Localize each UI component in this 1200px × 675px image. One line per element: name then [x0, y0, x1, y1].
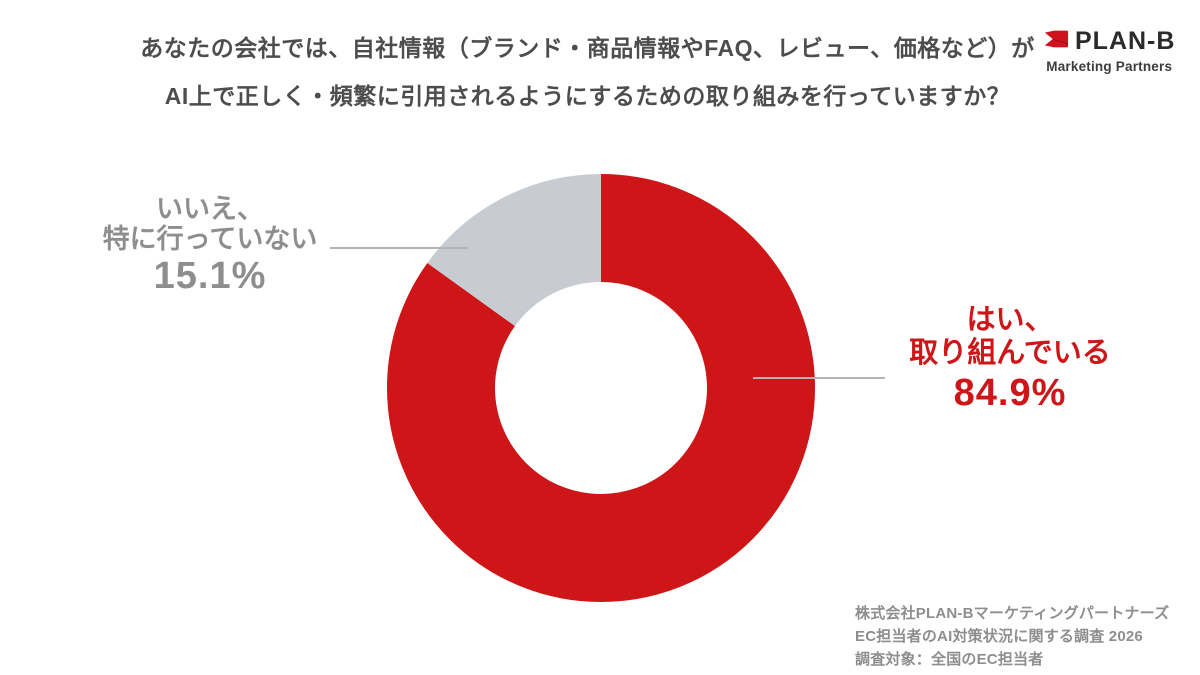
callout-yes: はい、 取り組んでいる 84.9%: [880, 304, 1140, 416]
page-title: あなたの会社では、自社情報（ブランド・商品情報やFAQ、レビュー、価格など）が …: [0, 24, 1175, 120]
leader-line-yes: [753, 377, 885, 379]
source-note: 株式会社PLAN-Bマーケティングパートナーズ EC担当者のAI対策状況に関する…: [855, 602, 1169, 671]
page-title-line1: あなたの会社では、自社情報（ブランド・商品情報やFAQ、レビュー、価格など）が: [140, 35, 1035, 61]
callout-no-label-line1: いいえ、: [156, 194, 264, 224]
source-line2: EC担当者のAI対策状況に関する調査 2026: [855, 628, 1143, 645]
plan-b-logo-icon: [1043, 29, 1069, 54]
plan-b-logo: PLAN-B Marketing Partners: [1043, 27, 1175, 74]
logo-brand-text: PLAN-B: [1075, 27, 1176, 55]
callout-yes-label-line1: はい、: [966, 304, 1054, 336]
donut-chart: [387, 174, 815, 602]
callout-no-value: 15.1%: [153, 255, 267, 297]
callout-no: いいえ、 特に行っていない 15.1%: [60, 194, 360, 298]
source-line1: 株式会社PLAN-Bマーケティングパートナーズ: [855, 605, 1170, 622]
callout-no-label-line2: 特に行っていない: [102, 224, 318, 254]
callout-yes-label-line2: 取り組んでいる: [909, 337, 1111, 369]
logo-tagline: Marketing Partners: [1046, 59, 1173, 74]
source-line3: 調査対象：全国のEC担当者: [855, 651, 1044, 668]
leader-line-no: [330, 247, 468, 249]
page-title-line2: AI上で正しく・頻繁に引用されるようにするための取り組みを行っていますか？: [164, 83, 1011, 109]
callout-yes-value: 84.9%: [953, 372, 1067, 414]
